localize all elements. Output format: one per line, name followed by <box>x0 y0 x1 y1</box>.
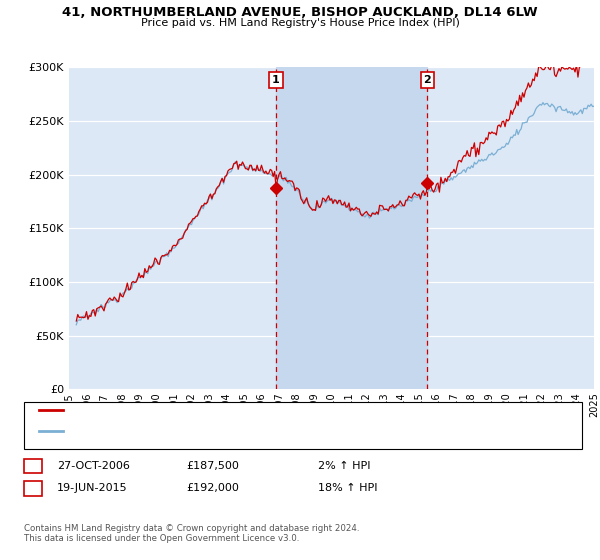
Text: £192,000: £192,000 <box>186 483 239 493</box>
Text: Contains HM Land Registry data © Crown copyright and database right 2024.
This d: Contains HM Land Registry data © Crown c… <box>24 524 359 543</box>
Text: Price paid vs. HM Land Registry's House Price Index (HPI): Price paid vs. HM Land Registry's House … <box>140 18 460 28</box>
Text: 41, NORTHUMBERLAND AVENUE, BISHOP AUCKLAND, DL14 6LW (detached house): 41, NORTHUMBERLAND AVENUE, BISHOP AUCKLA… <box>69 405 479 415</box>
Text: 19-JUN-2015: 19-JUN-2015 <box>57 483 128 493</box>
Text: 1: 1 <box>29 461 37 471</box>
Text: 41, NORTHUMBERLAND AVENUE, BISHOP AUCKLAND, DL14 6LW: 41, NORTHUMBERLAND AVENUE, BISHOP AUCKLA… <box>62 6 538 18</box>
Text: 2: 2 <box>29 483 37 493</box>
Text: £187,500: £187,500 <box>186 461 239 471</box>
Bar <box>276 67 427 389</box>
Text: 1: 1 <box>272 75 280 85</box>
Text: 2% ↑ HPI: 2% ↑ HPI <box>318 461 371 471</box>
Text: HPI: Average price, detached house, County Durham: HPI: Average price, detached house, Coun… <box>69 426 332 436</box>
Text: 18% ↑ HPI: 18% ↑ HPI <box>318 483 377 493</box>
Text: 2: 2 <box>424 75 431 85</box>
Text: 27-OCT-2006: 27-OCT-2006 <box>57 461 130 471</box>
